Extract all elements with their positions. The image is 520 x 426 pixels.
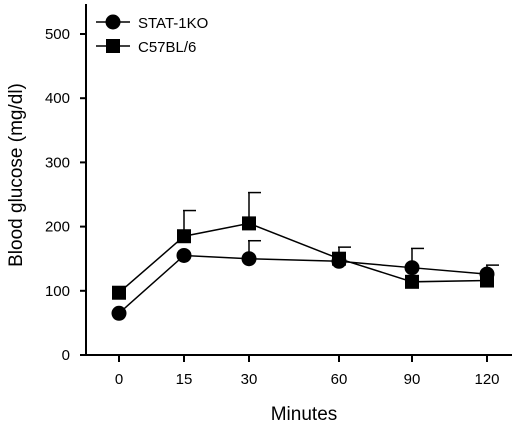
y-tick-label: 200 (45, 219, 70, 236)
x-tick-label: 30 (241, 371, 258, 388)
x-tick-label: 15 (176, 371, 193, 388)
y-tick-label: 400 (45, 90, 70, 107)
x-axis-title: Minutes (271, 404, 338, 425)
legend-circle-marker (105, 14, 121, 30)
y-tick-label: 500 (45, 26, 70, 43)
data-point (405, 274, 419, 289)
legend: STAT-1KO C57BL/6 (96, 14, 208, 56)
series-squares (112, 191, 494, 300)
data-point (242, 216, 256, 231)
legend-square-marker (106, 39, 120, 53)
series-layer (111, 191, 499, 321)
x-axis-ticks: 0 15 30 60 90 120 (115, 355, 500, 388)
series-line (118, 254, 488, 314)
y-axis-title: Blood glucose (mg/dl) (6, 83, 27, 267)
x-tick-label: 60 (331, 371, 348, 388)
x-tick-label: 120 (474, 371, 499, 388)
y-axis-ticks: 0 100 200 300 400 500 (45, 26, 86, 364)
y-tick-label: 100 (45, 283, 70, 300)
data-point (479, 266, 495, 282)
data-point (111, 305, 127, 321)
x-tick-label: 0 (115, 371, 123, 388)
y-tick-label: 300 (45, 154, 70, 171)
data-point (241, 251, 257, 267)
data-point (176, 247, 192, 263)
y-tick-label: 0 (62, 347, 70, 364)
data-point (331, 253, 347, 269)
series-line (118, 222, 488, 294)
legend-label: STAT-1KO (138, 15, 208, 32)
legend-label: C57BL/6 (138, 39, 196, 56)
data-point (177, 229, 191, 244)
data-point (112, 285, 126, 300)
data-point (404, 260, 420, 276)
axes (85, 4, 512, 356)
x-tick-label: 90 (404, 371, 421, 388)
series-circles (111, 239, 499, 321)
